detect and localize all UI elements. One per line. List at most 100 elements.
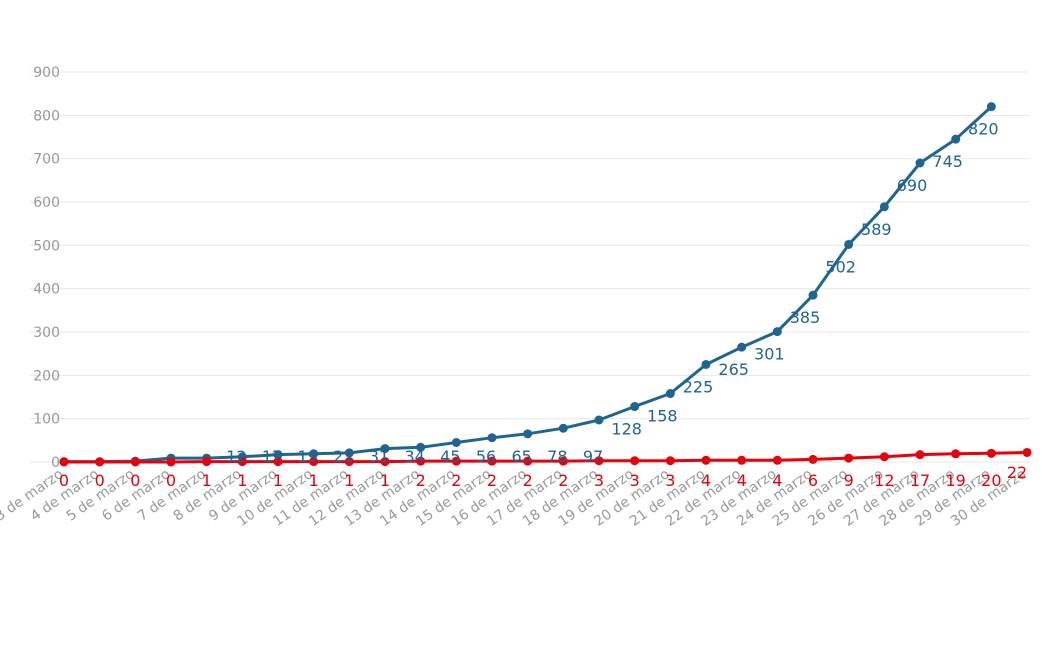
data-point [344,448,354,458]
data-point [986,448,996,458]
data-point [237,457,247,467]
data-label: 1 [309,471,319,490]
data-point [166,457,176,467]
data-label: 4 [701,471,711,490]
data-point [59,457,69,467]
data-label: 0 [130,471,140,490]
data-point [772,327,782,337]
data-point [380,444,390,454]
y-tick-label: 300 [33,325,60,341]
data-label: 3 [665,471,675,490]
y-axis-ticks: 0 100 200 300 400 500 600 700 800 900 [33,65,60,471]
data-point [451,438,461,447]
data-point [986,102,996,112]
data-label: 1 [344,471,354,490]
data-label: 56 [476,447,496,466]
data-point [487,456,497,466]
data-point [523,429,533,439]
data-label: 4 [737,471,747,490]
data-label: 3 [630,471,640,490]
data-point [665,456,675,466]
data-point [951,134,961,144]
data-point [594,415,604,425]
y-tick-label: 600 [33,195,60,211]
data-point [701,360,711,369]
y-tick-label: 900 [33,65,60,81]
data-label: 20 [981,471,1001,490]
data-label: 502 [825,257,856,276]
y-tick-label: 0 [51,455,60,471]
data-label: 2 [487,471,497,490]
data-point [558,423,568,433]
data-label: 21 [333,447,353,466]
data-label: 34 [404,447,424,466]
y-tick-label: 200 [33,368,60,384]
data-point [879,202,889,212]
data-label: 17 [910,471,930,490]
data-label: 1 [380,471,390,490]
data-point [844,453,854,463]
data-point [523,456,533,466]
data-label: 128 [611,420,642,439]
data-label: 745 [932,152,963,171]
data-label: 31 [369,447,389,466]
data-label: 12 [226,447,246,466]
data-label: 0 [59,471,69,490]
data-label: 65 [511,447,531,466]
data-label: 45 [440,447,460,466]
data-label: 158 [647,407,678,426]
data-label: 2 [558,471,568,490]
data-point [309,449,319,459]
data-label: 2 [451,471,461,490]
data-point [487,433,497,443]
y-tick-label: 400 [33,282,60,298]
data-label: 1 [202,471,212,490]
data-label: 1 [237,471,247,490]
data-point [416,456,426,466]
data-label: 690 [897,176,928,195]
data-label: 1 [273,471,283,490]
data-point [344,457,354,467]
series-line [64,105,993,464]
y-tick-label: 800 [33,108,60,124]
data-point [772,455,782,465]
data-labels: 12 17 19 21 31 34 45 56 65 78 97128158225265301385… [59,120,1027,490]
data-point [630,456,640,466]
series-group [59,102,1032,467]
data-point [202,457,212,467]
data-label: 4 [772,471,782,490]
data-point [808,454,818,464]
data-label: 6 [808,471,818,490]
data-label: 3 [594,471,604,490]
data-label: 0 [95,471,105,490]
data-point [273,450,283,460]
data-point [416,442,426,452]
data-point [309,457,319,467]
data-point [451,456,461,466]
data-label: 97 [583,447,603,466]
data-label: 19 [297,447,317,466]
data-label: 9 [844,471,854,490]
data-point [558,456,568,466]
data-point [808,290,818,300]
gridlines [30,71,1030,463]
data-label: 22 [1007,463,1027,482]
data-point [915,450,925,460]
data-point [594,456,604,466]
data-label: 225 [683,378,714,397]
data-point [701,455,711,465]
data-point [630,402,640,412]
data-point [95,457,105,467]
data-label: 2 [523,471,533,490]
data-point [951,449,961,459]
data-point [879,452,889,462]
y-tick-label: 700 [33,152,60,168]
data-label: 820 [968,120,999,139]
data-point [737,342,747,352]
data-label: 17 [262,447,282,466]
y-tick-label: 100 [33,412,60,428]
data-label: 265 [718,360,749,379]
y-tick-label: 500 [33,238,60,254]
